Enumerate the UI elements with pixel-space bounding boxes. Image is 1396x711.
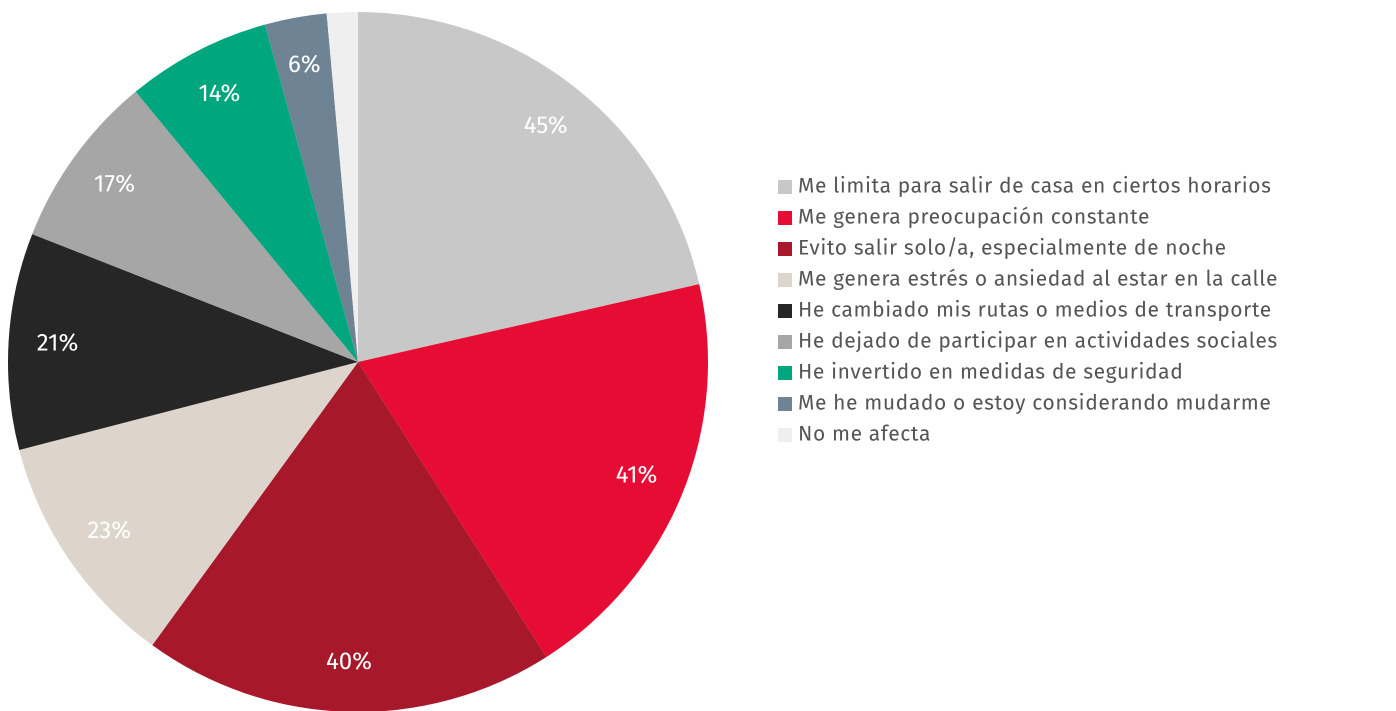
legend-label: He cambiado mis rutas o medios de transp… xyxy=(798,297,1272,323)
pie-slice xyxy=(264,13,358,363)
data-label: 17% xyxy=(94,170,135,198)
data-label: 40% xyxy=(326,648,372,676)
data-label: 41% xyxy=(616,461,658,489)
pie-slice xyxy=(135,24,358,362)
data-label: 23% xyxy=(88,517,132,545)
data-label: 45% xyxy=(524,112,568,140)
pie-slice xyxy=(152,362,547,711)
legend-swatch xyxy=(778,304,792,318)
legend-label: He dejado de participar en actividades s… xyxy=(798,328,1278,354)
legend-label: Me genera preocupación constante xyxy=(798,204,1150,230)
legend-swatch xyxy=(778,366,792,380)
data-label: 21% xyxy=(37,329,79,357)
pie-slice xyxy=(32,91,359,363)
legend-label: Me genera estrés o ansiedad al estar en … xyxy=(798,266,1278,292)
legend-swatch xyxy=(778,180,792,194)
pie-slice xyxy=(326,12,358,362)
pie-slice xyxy=(358,284,708,657)
data-label: 6% xyxy=(288,51,321,79)
legend-label: Evito salir solo/a, especialmente de noc… xyxy=(798,235,1227,261)
legend-swatch xyxy=(778,335,792,349)
legend-swatch xyxy=(778,273,792,287)
legend-swatch xyxy=(778,397,792,411)
pie-slice xyxy=(19,362,358,646)
legend-swatch xyxy=(778,211,792,225)
data-label: 14% xyxy=(198,80,240,108)
pie-slice xyxy=(8,234,359,451)
legend-swatch xyxy=(778,242,792,256)
legend-label: Me limita para salir de casa en ciertos … xyxy=(798,173,1272,199)
pie-slice xyxy=(358,12,700,362)
legend-label: Me he mudado o estoy considerando mudarm… xyxy=(798,390,1271,416)
legend-label: He invertido en medidas de seguridad xyxy=(798,359,1183,385)
legend-label: No me afecta xyxy=(798,421,931,447)
legend-swatch xyxy=(778,428,792,442)
